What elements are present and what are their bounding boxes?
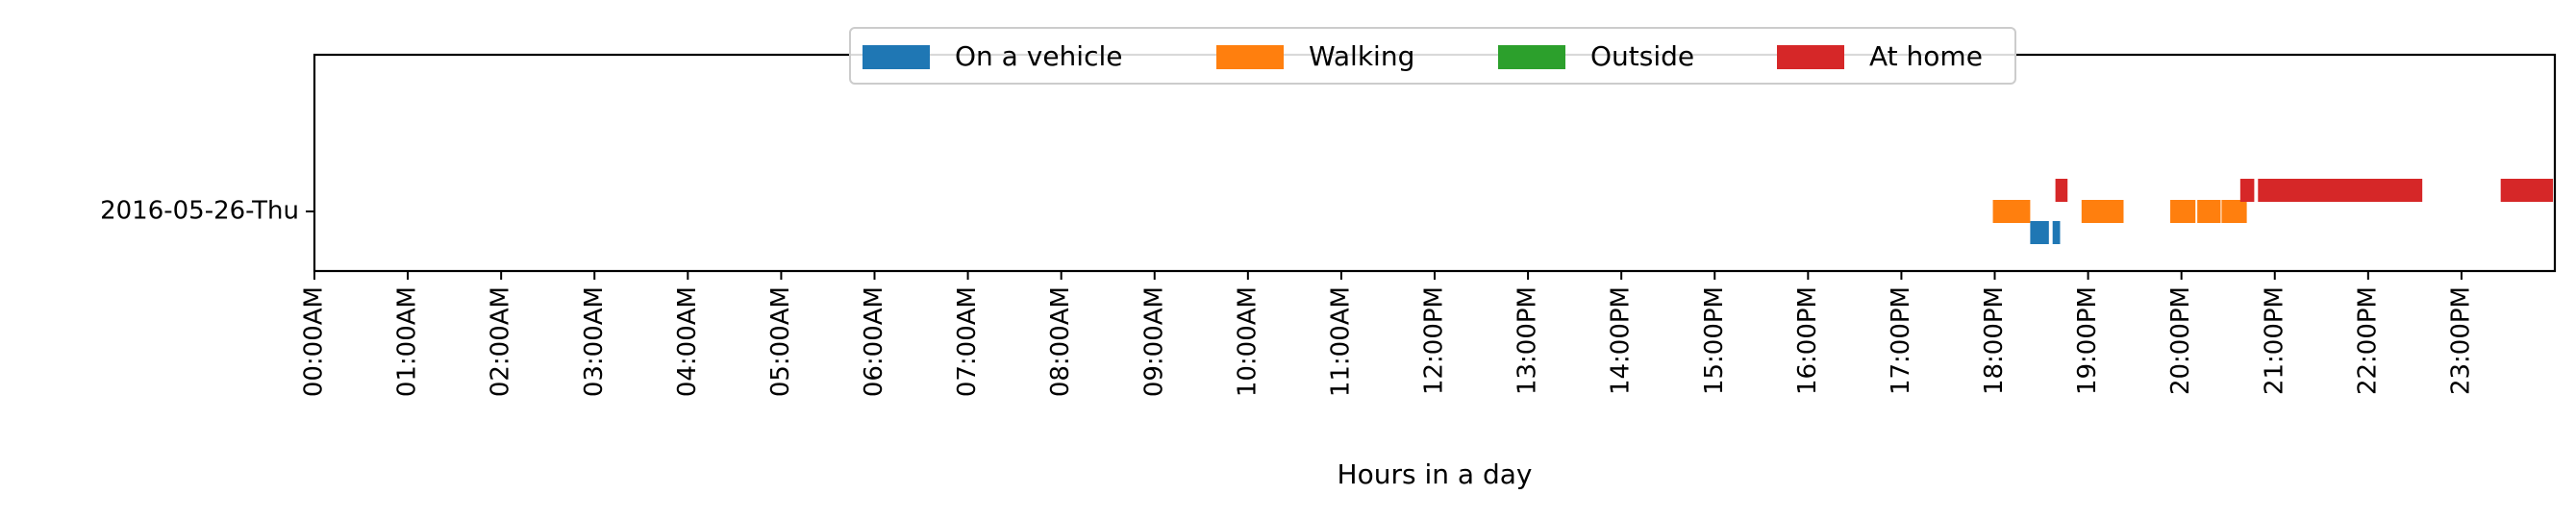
y-tick-label-0: 2016-05-26-Thu [100, 197, 299, 226]
x-tick-label-8: 08:00AM [1046, 286, 1075, 397]
legend-items: On a vehicle Walking Outside At home [863, 40, 1983, 72]
y-axis-ticks: 2016-05-26-Thu [100, 197, 314, 226]
x-tick-label-4: 04:00AM [673, 286, 702, 397]
x-tick-label-10: 10:00AM [1233, 286, 1262, 397]
bar-on-a-vehicle-0 [2030, 221, 2049, 244]
bar-walking-1 [2081, 200, 2124, 223]
bar-at-home-0 [2055, 179, 2068, 202]
x-tick-label-3: 03:00AM [580, 286, 609, 397]
x-tick-label-21: 21:00PM [2260, 286, 2288, 395]
legend-swatch-1 [1216, 45, 1284, 69]
legend-label-2: Outside [1590, 40, 1694, 72]
plot-frame [313, 53, 2557, 273]
bars-layer [1992, 179, 2554, 244]
bar-walking-2 [2170, 200, 2196, 223]
legend-frame [849, 27, 2016, 85]
x-tick-label-2: 02:00AM [487, 286, 515, 397]
x-tick-label-12: 12:00PM [1420, 286, 1449, 395]
x-axis-title: Hours in a day [1338, 458, 1533, 490]
x-tick-label-19: 19:00PM [2073, 286, 2102, 395]
x-tick-label-15: 15:00PM [1700, 286, 1729, 395]
bar-at-home-1 [2239, 179, 2255, 202]
x-tick-label-7: 07:00AM [953, 286, 982, 397]
legend-label-1: Walking [1309, 40, 1414, 72]
x-tick-label-18: 18:00PM [1980, 286, 2009, 395]
x-tick-label-23: 23:00PM [2446, 286, 2475, 395]
x-tick-label-6: 06:00AM [860, 286, 888, 397]
x-tick-label-14: 14:00PM [1607, 286, 1636, 395]
bar-at-home-2 [2258, 179, 2423, 202]
x-tick-label-17: 17:00PM [1887, 286, 1915, 395]
legend-swatch-2 [1498, 45, 1565, 69]
x-tick-label-20: 20:00PM [2166, 286, 2195, 395]
legend-label-0: On a vehicle [955, 40, 1122, 72]
legend: On a vehicle Walking Outside At home [849, 27, 2016, 85]
x-tick-label-5: 05:00AM [766, 286, 795, 397]
bar-walking-3 [2197, 200, 2221, 223]
bar-walking-0 [1992, 200, 2031, 223]
x-tick-label-1: 01:00AM [393, 286, 422, 397]
x-tick-label-16: 16:00PM [1793, 286, 1822, 395]
legend-label-3: At home [1869, 40, 1983, 72]
bar-walking-4 [2221, 200, 2247, 223]
bar-at-home-3 [2500, 179, 2554, 202]
x-axis-ticks: 00:00AM 01:00AM 02:00AM 03:00AM 04:00AM 05:00… [300, 271, 2475, 397]
x-tick-label-13: 13:00PM [1513, 286, 1542, 395]
legend-swatch-0 [863, 45, 930, 69]
x-tick-label-22: 22:00PM [2353, 286, 2382, 395]
x-tick-label-9: 09:00AM [1139, 286, 1168, 397]
x-tick-label-0: 00:00AM [300, 286, 329, 397]
legend-swatch-3 [1777, 45, 1844, 69]
x-tick-label-11: 11:00AM [1326, 286, 1355, 397]
bar-on-a-vehicle-1 [2052, 221, 2061, 244]
